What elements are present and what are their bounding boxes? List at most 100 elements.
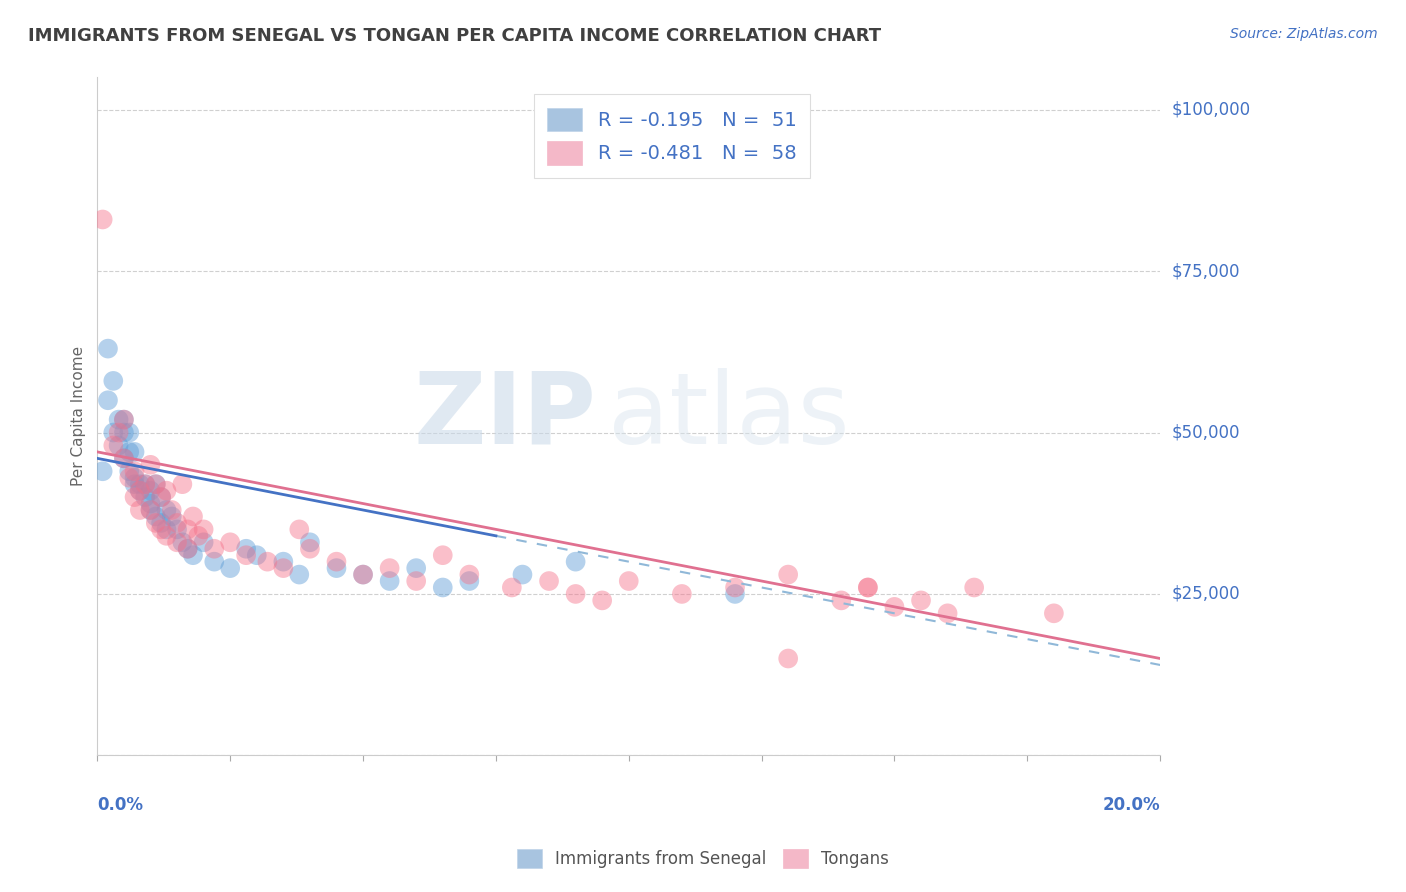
- Point: [155, 483, 177, 498]
- Point: [936, 607, 959, 621]
- Legend: R = -0.195   N =  51, R = -0.481   N =  58: R = -0.195 N = 51, R = -0.481 N = 58: [534, 94, 810, 178]
- Point: [150, 490, 173, 504]
- Point: [830, 593, 852, 607]
- Point: [118, 425, 141, 440]
- Point: [501, 581, 523, 595]
- Point: [910, 593, 932, 607]
- Text: ZIP: ZIP: [413, 368, 598, 465]
- Point: [352, 567, 374, 582]
- Point: [202, 555, 225, 569]
- Point: [219, 561, 242, 575]
- Point: [405, 574, 427, 588]
- Point: [145, 477, 167, 491]
- Point: [124, 464, 146, 478]
- Point: [671, 587, 693, 601]
- Point: [145, 516, 167, 530]
- Point: [139, 497, 162, 511]
- Point: [856, 581, 879, 595]
- Point: [124, 490, 146, 504]
- Point: [172, 477, 194, 491]
- Point: [150, 516, 173, 530]
- Y-axis label: Per Capita Income: Per Capita Income: [72, 346, 86, 486]
- Point: [128, 477, 150, 491]
- Point: [155, 529, 177, 543]
- Text: atlas: atlas: [607, 368, 849, 465]
- Point: [166, 516, 188, 530]
- Point: [235, 541, 257, 556]
- Point: [202, 541, 225, 556]
- Point: [134, 477, 156, 491]
- Text: $75,000: $75,000: [1171, 262, 1240, 280]
- Point: [778, 567, 800, 582]
- Point: [112, 412, 135, 426]
- Point: [724, 581, 747, 595]
- Point: [325, 555, 347, 569]
- Point: [193, 535, 215, 549]
- Point: [166, 522, 188, 536]
- Point: [103, 374, 125, 388]
- Point: [617, 574, 640, 588]
- Point: [107, 425, 129, 440]
- Point: [172, 535, 194, 549]
- Point: [176, 522, 198, 536]
- Point: [124, 471, 146, 485]
- Text: 20.0%: 20.0%: [1102, 796, 1160, 814]
- Point: [112, 412, 135, 426]
- Point: [155, 522, 177, 536]
- Point: [103, 425, 125, 440]
- Point: [298, 541, 321, 556]
- Point: [145, 477, 167, 491]
- Point: [118, 464, 141, 478]
- Point: [256, 555, 278, 569]
- Point: [176, 541, 198, 556]
- Point: [378, 574, 401, 588]
- Point: [124, 477, 146, 491]
- Point: [963, 581, 986, 595]
- Point: [512, 567, 534, 582]
- Point: [298, 535, 321, 549]
- Point: [150, 522, 173, 536]
- Point: [432, 548, 454, 562]
- Point: [112, 451, 135, 466]
- Text: $25,000: $25,000: [1171, 585, 1240, 603]
- Point: [112, 425, 135, 440]
- Point: [107, 438, 129, 452]
- Point: [181, 509, 204, 524]
- Point: [139, 483, 162, 498]
- Point: [145, 509, 167, 524]
- Point: [564, 587, 586, 601]
- Point: [1043, 607, 1066, 621]
- Point: [273, 561, 295, 575]
- Point: [139, 503, 162, 517]
- Point: [166, 535, 188, 549]
- Point: [405, 561, 427, 575]
- Point: [150, 490, 173, 504]
- Point: [118, 445, 141, 459]
- Point: [97, 393, 120, 408]
- Point: [273, 555, 295, 569]
- Point: [538, 574, 561, 588]
- Point: [193, 522, 215, 536]
- Point: [778, 651, 800, 665]
- Point: [155, 503, 177, 517]
- Point: [458, 567, 481, 582]
- Point: [458, 574, 481, 588]
- Text: IMMIGRANTS FROM SENEGAL VS TONGAN PER CAPITA INCOME CORRELATION CHART: IMMIGRANTS FROM SENEGAL VS TONGAN PER CA…: [28, 27, 882, 45]
- Point: [883, 599, 905, 614]
- Point: [181, 548, 204, 562]
- Text: $50,000: $50,000: [1171, 424, 1240, 442]
- Point: [432, 581, 454, 595]
- Point: [107, 412, 129, 426]
- Point: [128, 503, 150, 517]
- Point: [97, 342, 120, 356]
- Point: [856, 581, 879, 595]
- Point: [235, 548, 257, 562]
- Point: [187, 529, 209, 543]
- Point: [160, 503, 183, 517]
- Point: [128, 483, 150, 498]
- Point: [91, 212, 114, 227]
- Point: [160, 509, 183, 524]
- Point: [325, 561, 347, 575]
- Point: [724, 587, 747, 601]
- Point: [134, 477, 156, 491]
